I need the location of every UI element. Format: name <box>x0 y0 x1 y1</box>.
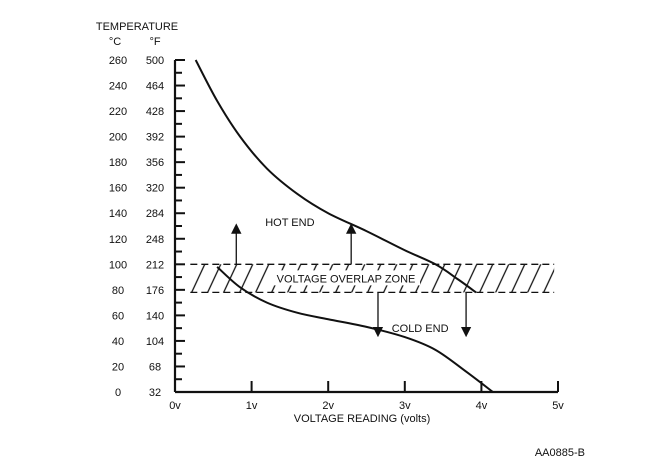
y-tick-label-f: 140 <box>146 310 164 322</box>
annotation-layer: HOT END COLD END <box>231 217 472 338</box>
y-tick-label-c: 120 <box>109 234 127 246</box>
y-tick-label-c: 80 <box>112 285 124 297</box>
y-unit-celsius: °C <box>109 36 121 48</box>
y-tick-label-c: 200 <box>109 132 127 144</box>
y-tick-label-c: 240 <box>109 81 127 93</box>
y-tick-label-c: 40 <box>112 336 124 348</box>
y-tick-label-f: 500 <box>146 55 164 67</box>
x-tick-label: 4v <box>476 400 488 412</box>
y-tick-label-f: 68 <box>149 361 161 373</box>
y-tick-label-f: 428 <box>146 106 164 118</box>
x-tick-label: 5v <box>552 400 564 412</box>
y-tick-label-c: 100 <box>109 259 127 271</box>
y-unit-fahrenheit: °F <box>149 36 160 48</box>
y-tick-label-f: 356 <box>146 157 164 169</box>
overlap-zone-layer: VOLTAGE OVERLAP ZONE <box>190 263 555 294</box>
y-axis-title: TEMPERATURE <box>96 21 178 33</box>
y-tick-label-f: 284 <box>146 208 164 220</box>
y-tick-label-f: 248 <box>146 234 164 246</box>
y-tick-label-c: 20 <box>112 361 124 373</box>
annotation-label: HOT END <box>265 217 314 229</box>
x-axis-label: VOLTAGE READING (volts) <box>294 413 431 425</box>
y-tick-label-f: 320 <box>146 183 164 195</box>
y-tick-label-f: 104 <box>146 336 164 348</box>
cold-end-curve <box>216 266 494 393</box>
overlap-zone-label-bg <box>272 270 420 286</box>
hot-end-curve <box>194 59 477 294</box>
y-tick-label-f: 212 <box>146 259 164 271</box>
series-layer <box>194 59 494 393</box>
figure-id: AA0885-B <box>535 447 585 459</box>
y-tick-label-c: 260 <box>109 55 127 67</box>
y-tick-label-f: 392 <box>146 132 164 144</box>
x-tick-label: 1v <box>246 400 258 412</box>
y-tick-label-c: 0 <box>115 387 121 399</box>
axes-layer: 0 32 20 68 40 104 60 140 80 176 100 212 120 248 140 284… <box>109 55 564 412</box>
x-tick-label: 3v <box>399 400 411 412</box>
x-tick-label: 0v <box>169 400 181 412</box>
overlap-zone-label: VOLTAGE OVERLAP ZONE <box>277 273 416 285</box>
y-tick-label-c: 140 <box>109 208 127 220</box>
y-tick-label-c: 60 <box>112 310 124 322</box>
annotation-label: COLD END <box>392 323 449 335</box>
y-tick-label-f: 32 <box>149 387 161 399</box>
y-tick-label-f: 176 <box>146 285 164 297</box>
y-tick-label-c: 160 <box>109 183 127 195</box>
x-tick-label: 2v <box>322 400 334 412</box>
y-tick-label-f: 464 <box>146 81 164 93</box>
y-tick-label-c: 180 <box>109 157 127 169</box>
y-tick-label-c: 220 <box>109 106 127 118</box>
